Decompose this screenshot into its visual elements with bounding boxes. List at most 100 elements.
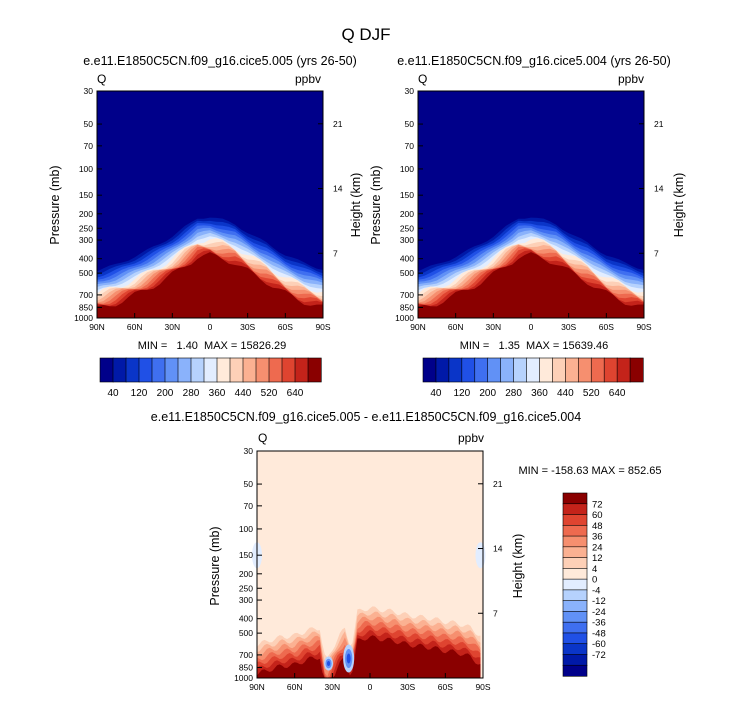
y-right-tick-label: 7 — [493, 608, 498, 618]
colorbar-label: 640 — [287, 388, 304, 399]
x-tick-label: 30S — [561, 322, 576, 332]
colorbar-label: -60 — [592, 639, 606, 650]
colorbar-swatch — [616, 357, 631, 383]
y-tick-label: 50 — [405, 119, 415, 129]
colorbar-swatch — [562, 589, 588, 602]
colorbar-swatch — [552, 357, 566, 383]
colorbar-swatch — [255, 357, 270, 383]
y-tick-label: 300 — [239, 595, 253, 605]
colorbar-label: 36 — [592, 532, 603, 543]
colorbar-swatch — [562, 664, 588, 677]
panel-difference: e.e11.E1850C5CN.f09_g16.cice5.005 - e.e1… — [151, 410, 662, 692]
colorbar-label: -12 — [592, 596, 606, 607]
colorbar-label: 440 — [557, 388, 574, 399]
x-tick-label: 90N — [249, 682, 265, 692]
colorbar-swatch — [281, 357, 296, 383]
y-right-tick-label: 21 — [333, 119, 343, 129]
x-tick-label: 60N — [287, 682, 303, 692]
y-tick-label: 250 — [79, 223, 93, 233]
y-right-tick-label: 7 — [333, 248, 338, 258]
y-right-tick-label: 7 — [654, 248, 659, 258]
colorbar-label: 120 — [453, 388, 470, 399]
y-tick-label: 250 — [400, 223, 414, 233]
y-right-tick-label: 14 — [493, 544, 503, 554]
x-tick-label: 30S — [400, 682, 415, 692]
y-tick-label: 30 — [84, 86, 94, 96]
y-tick-label: 70 — [84, 141, 94, 151]
contour-plot — [418, 91, 644, 318]
y-tick-label: 700 — [400, 290, 414, 300]
colorbar-swatch — [242, 357, 257, 383]
plot-axes: 305070100150200250300400500700850100090N… — [74, 86, 343, 332]
colorbar-swatch — [526, 357, 541, 383]
y-tick-label: 30 — [405, 86, 415, 96]
colorbar-swatch — [138, 357, 153, 383]
colorbar-swatch — [562, 535, 588, 548]
contour-level-pos-7 — [257, 635, 481, 678]
y-tick-label: 400 — [79, 254, 93, 264]
y-axis-label: Pressure (mb) — [369, 165, 383, 244]
colorbar-swatch — [164, 357, 179, 383]
x-tick-label: 30N — [165, 322, 181, 332]
y-right-tick-label: 21 — [493, 479, 503, 489]
colorbar-label: -4 — [592, 585, 600, 596]
colorbar-label: 200 — [157, 388, 174, 399]
x-tick-label: 30N — [325, 682, 341, 692]
colorbar-swatch — [562, 557, 588, 569]
y-axis-right-label: Height (km) — [511, 534, 525, 599]
contour-plot — [97, 91, 323, 318]
colorbar-swatch — [562, 654, 588, 666]
colorbar-swatch — [565, 357, 579, 383]
x-tick-label: 90N — [89, 322, 105, 332]
colorbar-label: -24 — [592, 607, 606, 618]
colorbar-swatch — [461, 357, 476, 383]
y-tick-label: 300 — [79, 235, 93, 245]
colorbar-swatch — [487, 357, 502, 383]
y-tick-label: 150 — [400, 190, 414, 200]
x-tick-label: 30N — [486, 322, 502, 332]
y-tick-label: 100 — [79, 164, 93, 174]
y-tick-label: 850 — [239, 662, 253, 672]
y-tick-label: 500 — [400, 268, 414, 278]
plot-axes: 305070100150200250300400500700850100090N… — [234, 446, 503, 692]
x-tick-label: 90N — [410, 322, 426, 332]
colorbar-swatch — [422, 357, 437, 383]
panel-title: e.e11.E1850C5CN.f09_g16.cice5.005 (yrs 2… — [83, 54, 357, 68]
min-max-stats: MIN = -158.63 MAX = 852.65 — [518, 465, 661, 477]
y-tick-label: 400 — [400, 254, 414, 264]
y-tick-label: 700 — [79, 290, 93, 300]
colorbar-swatch — [203, 357, 218, 383]
x-tick-label: 90S — [315, 322, 330, 332]
colorbar-label: 4 — [592, 564, 597, 575]
y-tick-label: 50 — [244, 479, 254, 489]
contour-level-16 — [97, 252, 323, 318]
colorbar-swatch — [448, 357, 463, 383]
panel-left-label: Q — [418, 72, 427, 86]
colorbar-swatch — [562, 524, 588, 537]
colorbar-label: 360 — [531, 388, 548, 399]
y-tick-label: 200 — [239, 569, 253, 579]
y-tick-label: 1000 — [74, 313, 93, 323]
x-tick-label: 0 — [529, 322, 534, 332]
colorbar-swatch — [539, 357, 554, 383]
y-tick-label: 50 — [84, 119, 94, 129]
x-tick-label: 90S — [475, 682, 490, 692]
colorbar-label: 360 — [209, 388, 226, 399]
colorbar-label: 280 — [505, 388, 522, 399]
colorbar-swatch — [125, 357, 140, 383]
panel-model-004: e.e11.E1850C5CN.f09_g16.cice5.004 (yrs 2… — [369, 54, 686, 399]
colorbar-swatch — [562, 546, 588, 559]
figure-title: Q DJF — [341, 25, 390, 44]
y-right-tick-label: 14 — [333, 184, 343, 194]
colorbar-label: 200 — [479, 388, 496, 399]
colorbar-swatch — [268, 357, 283, 383]
colorbar-swatch — [562, 514, 588, 526]
colorbar-label: 60 — [592, 510, 603, 521]
plot-axes: 305070100150200250300400500700850100090N… — [395, 86, 664, 332]
colorbar-swatch — [190, 357, 205, 383]
y-tick-label: 700 — [239, 650, 253, 660]
y-tick-label: 850 — [79, 302, 93, 312]
colorbar-label: 24 — [592, 542, 603, 553]
